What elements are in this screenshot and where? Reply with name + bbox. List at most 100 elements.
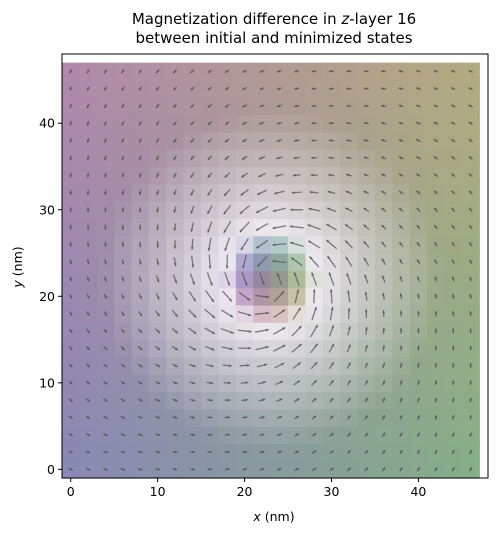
- quiver-arrow-head: [259, 139, 263, 142]
- quiver-arrow-head: [346, 273, 350, 277]
- quiver-arrow-head: [207, 139, 211, 143]
- plot-frame: [61, 53, 489, 479]
- quiver-arrow-head: [207, 104, 211, 108]
- quiver-arrow-head: [417, 380, 420, 384]
- quiver-arrow-head: [69, 209, 73, 213]
- quiver-arrow-head: [225, 104, 229, 108]
- quiver-arrow-head: [365, 344, 368, 349]
- quiver-arrow-head: [313, 415, 317, 419]
- quiver-arrow-head: [327, 190, 331, 194]
- quiver-arrow-head: [433, 122, 437, 125]
- quiver-arrow-head: [225, 87, 229, 90]
- quiver-arrow-head: [121, 104, 125, 109]
- quiver-arrow-head: [330, 450, 334, 454]
- quiver-arrow-head: [381, 156, 385, 160]
- quiver-arrow-head: [294, 104, 298, 108]
- quiver-arrow-head: [363, 104, 367, 108]
- quiver-arrow-head: [173, 174, 177, 178]
- quiver-arrow-head: [468, 139, 472, 142]
- y-axis-ticks: 0 10 20 30 40: [39, 116, 62, 477]
- quiver-arrow-head: [225, 121, 229, 125]
- quiver-arrow-head: [240, 192, 244, 196]
- quiver-arrow-head: [293, 139, 298, 142]
- quiver-arrow-head: [69, 312, 72, 316]
- quiver-arrow-head: [469, 397, 472, 401]
- quiver-arrow-head: [139, 329, 143, 333]
- quiver-arrow-head: [451, 190, 455, 194]
- quiver-arrow-head: [211, 347, 215, 351]
- quiver-arrow-head: [364, 415, 368, 419]
- quiver-arrow-head: [417, 328, 420, 332]
- quiver-arrow-head: [244, 416, 248, 419]
- quiver-arrow-head: [328, 173, 332, 177]
- quiver-arrow-head: [382, 450, 386, 454]
- quiver-arrow-head: [364, 309, 368, 313]
- quiver-arrow-head: [69, 467, 73, 471]
- quiver-arrow-head: [156, 122, 159, 126]
- quiver-arrow-head: [87, 450, 91, 454]
- quiver-arrow-head: [278, 450, 282, 454]
- quiver-arrow-head: [248, 346, 251, 350]
- quiver-arrow-head: [156, 209, 159, 213]
- quiver-arrow-head: [192, 364, 196, 368]
- quiver-arrow-head: [173, 70, 177, 74]
- quiver-arrow-head: [138, 191, 142, 196]
- quiver-arrow-head: [451, 156, 455, 160]
- quiver-arrow-head: [156, 450, 161, 454]
- quiver-arrow-head: [295, 433, 300, 437]
- quiver-arrow-head: [228, 298, 232, 302]
- quiver-arrow-head: [416, 190, 420, 194]
- quiver-arrow-head: [139, 433, 143, 436]
- quiver-arrow-head: [121, 209, 125, 213]
- quiver-arrow-head: [347, 308, 351, 312]
- quiver-arrow-head: [190, 228, 194, 232]
- quiver-arrow-head: [156, 330, 160, 334]
- quiver-arrow-head: [326, 224, 330, 227]
- quiver-arrow-head: [434, 276, 438, 280]
- quiver-arrow-head: [259, 69, 263, 73]
- quiver-arrow-head: [399, 241, 403, 246]
- quiver-arrow-head: [258, 174, 262, 177]
- quiver-arrow-head: [86, 364, 90, 368]
- quiver-arrow-head: [296, 380, 300, 384]
- quiver-arrow-head: [382, 310, 386, 314]
- x-tick-label: 0: [67, 484, 75, 499]
- quiver-arrow-head: [469, 449, 472, 454]
- quiver-arrow-head: [363, 241, 367, 245]
- quiver-arrow-head: [226, 450, 230, 454]
- quiver-arrow-head: [190, 192, 194, 196]
- quiver-arrow-head: [121, 70, 125, 74]
- quiver-arrow-head: [139, 416, 143, 419]
- quiver-arrow-head: [363, 69, 367, 73]
- quiver-arrow-head: [398, 139, 402, 142]
- quiver-arrow-head: [69, 157, 73, 161]
- quiver-arrow-head: [174, 313, 178, 317]
- quiver-arrow-head: [257, 263, 261, 267]
- quiver-arrow-head: [174, 433, 178, 437]
- quiver-arrow-head: [313, 398, 317, 402]
- quiver-arrow-head: [311, 272, 315, 276]
- quiver-arrow-head: [242, 69, 246, 73]
- quiver-arrow-head: [416, 225, 420, 229]
- quiver-arrow-head: [207, 247, 211, 252]
- quiver-arrow-head: [241, 174, 245, 178]
- quiver-arrow-head: [272, 243, 276, 247]
- quiver-arrow-head: [156, 191, 159, 196]
- quiver-arrow-head: [295, 416, 300, 419]
- quiver-arrow-head: [416, 70, 420, 73]
- quiver-arrow-head: [399, 259, 403, 263]
- quiver-arrow-head: [381, 241, 385, 245]
- quiver-arrow-head: [86, 278, 90, 282]
- quiver-arrow-head: [190, 139, 194, 143]
- quiver-arrow-head: [381, 139, 385, 142]
- quiver-arrows: [68, 68, 474, 472]
- quiver-arrow-head: [311, 69, 315, 73]
- quiver-arrow-head: [308, 207, 312, 211]
- quiver-arrow-head: [382, 467, 386, 471]
- quiver-arrow-head: [311, 87, 315, 90]
- quiver-arrow-head: [86, 174, 90, 178]
- quiver-arrow-head: [399, 415, 403, 419]
- quiver-arrow-head: [451, 345, 455, 349]
- quiver-arrow-head: [469, 207, 472, 211]
- quiver-arrow-head: [192, 298, 196, 302]
